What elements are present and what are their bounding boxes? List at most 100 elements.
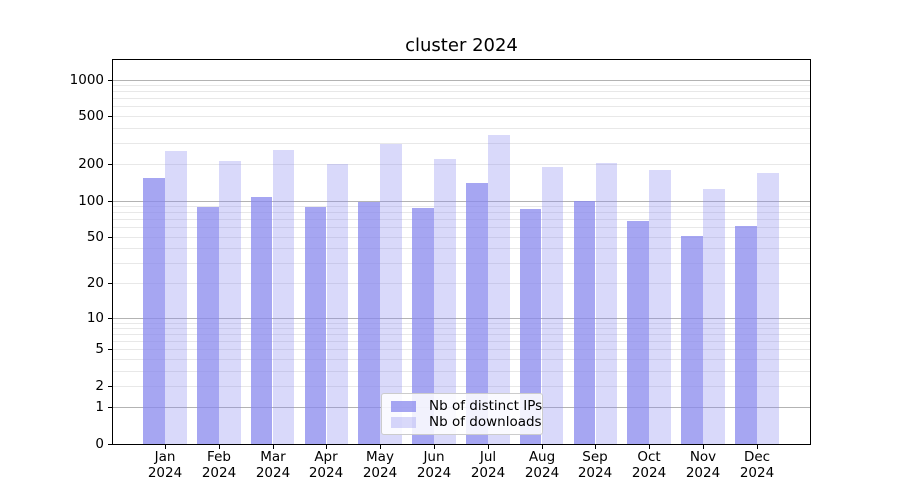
bar-nb-of-distinct-ips-jan: [143, 177, 165, 444]
y-tick-label: 5: [95, 341, 104, 357]
bar-nb-of-distinct-ips-aug: [519, 209, 542, 444]
y-tick-label: 0: [95, 436, 104, 452]
x-tick-mark: [542, 445, 543, 449]
bar-nb-of-distinct-ips-may: [358, 202, 380, 444]
gridline: [113, 283, 810, 284]
bar-nb-of-downloads-feb: [219, 161, 241, 444]
x-tick-mark: [165, 445, 166, 449]
plot-area: [112, 59, 811, 445]
x-tick-label-dec: Dec 2024: [739, 449, 775, 481]
gridline: [113, 318, 810, 319]
gridline: [113, 371, 810, 372]
gridline: [113, 212, 810, 213]
legend-item-distinct-ips: Nb of distinct IPs: [391, 398, 542, 414]
gridline: [113, 106, 810, 107]
x-tick-mark: [219, 445, 220, 449]
x-tick-mark: [703, 445, 704, 449]
y-tick-label: 1: [95, 399, 104, 415]
x-tick-label-nov: Nov 2024: [685, 449, 721, 481]
bar-nb-of-downloads-apr: [326, 164, 349, 444]
x-tick-mark: [273, 445, 274, 449]
bar-nb-of-distinct-ips-feb: [197, 206, 219, 444]
bar-nb-of-downloads-sep: [595, 163, 618, 444]
gridline: [113, 206, 810, 207]
bar-nb-of-downloads-jul: [488, 135, 510, 444]
y-tick-label: 20: [86, 275, 104, 291]
x-tick-label-sep: Sep 2024: [577, 449, 613, 481]
bar-nb-of-downloads-jun: [434, 159, 456, 444]
y-tick-mark: [108, 237, 112, 238]
x-tick-label-oct: Oct 2024: [631, 449, 667, 481]
y-tick-mark: [108, 386, 112, 387]
gridline: [113, 128, 810, 129]
gridline: [113, 116, 810, 117]
y-tick-mark: [108, 318, 112, 319]
bar-nb-of-downloads-jan: [165, 151, 187, 444]
gridline: [113, 85, 810, 86]
bar-nb-of-distinct-ips-mar: [250, 196, 273, 444]
y-tick-mark: [108, 407, 112, 408]
bar-nb-of-downloads-oct: [649, 169, 671, 444]
y-tick-label: 1000: [69, 72, 104, 88]
y-tick-mark: [108, 349, 112, 350]
bar-nb-of-distinct-ips-nov: [681, 235, 703, 444]
gridline: [113, 341, 810, 342]
legend-item-downloads: Nb of downloads: [391, 414, 542, 430]
gridline: [113, 201, 810, 202]
y-tick-mark: [108, 80, 112, 81]
bar-nb-of-downloads-nov: [703, 188, 725, 444]
gridline: [113, 263, 810, 264]
legend-label-distinct-ips: Nb of distinct IPs: [429, 398, 543, 414]
gridline: [113, 91, 810, 92]
gridline: [113, 349, 810, 350]
bar-nb-of-distinct-ips-oct: [627, 221, 649, 444]
legend: Nb of distinct IPs Nb of downloads: [381, 393, 543, 435]
gridline: [113, 328, 810, 329]
y-tick-label: 50: [86, 229, 104, 245]
x-tick-label-apr: Apr 2024: [308, 449, 344, 481]
gridline: [113, 227, 810, 228]
bar-nb-of-downloads-aug: [541, 167, 564, 444]
y-tick-label: 10: [86, 310, 104, 326]
y-tick-mark: [108, 283, 112, 284]
gridline: [113, 334, 810, 335]
bar-nb-of-downloads-mar: [272, 150, 295, 444]
x-tick-label-jan: Jan 2024: [147, 449, 183, 481]
gridline: [113, 143, 810, 144]
x-tick-mark: [488, 445, 489, 449]
x-tick-label-jul: Jul 2024: [470, 449, 506, 481]
x-tick-label-feb: Feb 2024: [201, 449, 237, 481]
gridline: [113, 164, 810, 165]
x-tick-label-aug: Aug 2024: [524, 449, 560, 481]
gridline: [113, 359, 810, 360]
grid-layer: [113, 60, 810, 444]
bar-nb-of-distinct-ips-apr: [304, 206, 327, 444]
y-tick-label: 500: [78, 108, 104, 124]
y-tick-label: 200: [78, 156, 104, 172]
y-tick-mark: [108, 201, 112, 202]
y-tick-label: 2: [95, 378, 104, 394]
gridline: [113, 323, 810, 324]
x-tick-mark: [649, 445, 650, 449]
y-tick-mark: [108, 164, 112, 165]
x-tick-mark: [757, 445, 758, 449]
bar-nb-of-downloads-dec: [757, 172, 779, 444]
x-tick-mark: [434, 445, 435, 449]
y-tick-mark: [108, 116, 112, 117]
bar-nb-of-distinct-ips-jun: [412, 208, 434, 444]
bar-nb-of-distinct-ips-sep: [573, 200, 596, 444]
legend-label-downloads: Nb of downloads: [429, 414, 542, 430]
x-tick-mark: [326, 445, 327, 449]
chart-title: cluster 2024: [405, 35, 518, 56]
gridline: [113, 386, 810, 387]
bars-layer: [113, 60, 810, 444]
bar-nb-of-distinct-ips-jul: [466, 182, 488, 444]
x-tick-label-jun: Jun 2024: [416, 449, 452, 481]
x-tick-mark: [595, 445, 596, 449]
gridline: [113, 219, 810, 220]
gridline: [113, 248, 810, 249]
y-tick-mark: [108, 444, 112, 445]
bar-nb-of-distinct-ips-dec: [735, 225, 757, 444]
legend-swatch-distinct-ips: [391, 400, 416, 412]
